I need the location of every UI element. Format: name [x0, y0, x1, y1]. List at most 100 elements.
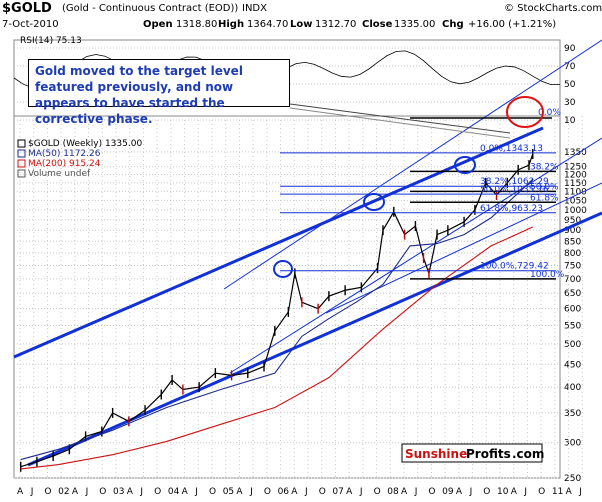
chg-label: Chg: [442, 19, 464, 30]
x-tick-label: O: [483, 487, 490, 497]
legend-swatch: [17, 159, 26, 168]
x-tick-label: J: [249, 487, 253, 497]
x-tick-label: A: [401, 487, 408, 497]
x-tick-label: J: [194, 487, 198, 497]
lower-trendline: [27, 211, 602, 467]
x-tick-label: O: [374, 487, 381, 497]
x-tick-label: J: [30, 487, 34, 497]
open-label: Open: [143, 19, 173, 30]
price-tick-label: 1050: [564, 196, 587, 206]
price-tick-label: 400: [564, 383, 581, 393]
chart-exchange: INDX: [242, 3, 267, 14]
x-tick-label: 02: [58, 487, 69, 497]
price-tick-label: 1250: [564, 163, 587, 173]
ma50-line: [20, 178, 534, 461]
x-tick-label: 10: [497, 487, 509, 497]
chg-value: +16.00 (+1.21%): [468, 19, 557, 30]
pointer-line-2: [289, 107, 511, 139]
price-tick-label: 500: [564, 340, 581, 350]
low-label: Low: [290, 19, 313, 30]
fib-label: 50.0%: [530, 182, 559, 192]
price-tick-label: 1350: [564, 148, 587, 158]
watermark-box: [401, 443, 543, 463]
price-tick-label: 1200: [564, 171, 587, 181]
x-tick-label: A: [17, 487, 24, 497]
x-tick-label: O: [99, 487, 106, 497]
price-tick-label: 850: [564, 237, 581, 247]
price-tick-label: 650: [564, 289, 581, 299]
red-circle-target: [506, 96, 544, 128]
price-tick-label: 1100: [564, 187, 587, 197]
x-tick-label: 11: [552, 487, 563, 497]
price-tick-label: 550: [564, 321, 581, 331]
legend-entry: MA(50) 1172.26: [28, 149, 101, 159]
x-tick-label: A: [456, 487, 463, 497]
chart-description: (Gold - Continuous Contract (EOD)): [62, 3, 239, 14]
x-tick-label: J: [139, 487, 143, 497]
x-tick-label: O: [154, 487, 161, 497]
rsi-tick-label: 50: [564, 80, 576, 90]
chart-symbol: $GOLD: [2, 1, 52, 16]
x-tick-label: O: [44, 487, 51, 497]
rsi-tick-label: 10: [564, 116, 576, 126]
x-tick-label: A: [182, 487, 189, 497]
fib-top-label: 0.0%: [538, 108, 561, 118]
price-tick-label: 350: [564, 409, 581, 419]
rsi-tick-label: 90: [564, 44, 576, 54]
blue-circle-2009: [454, 156, 476, 174]
fib-label: 61.8%,963.23: [480, 204, 543, 214]
price-tick-label: 950: [564, 216, 581, 226]
price-tick-label: 1150: [564, 179, 587, 189]
x-tick-label: A: [236, 487, 243, 497]
blue-circle-2008: [363, 193, 385, 211]
low-value: 1312.70: [315, 19, 357, 30]
price-series-line: [20, 153, 534, 468]
x-tick-label: A: [72, 487, 79, 497]
x-tick-label: 07: [332, 487, 343, 497]
rsi-tick-label: 70: [564, 62, 576, 72]
legend-entry: Volume undef: [28, 169, 91, 179]
pointer-line-1: [289, 103, 511, 134]
x-tick-label: 06: [278, 487, 290, 497]
x-tick-label: O: [538, 487, 545, 497]
x-tick-label: 04: [168, 487, 180, 497]
watermark-text-3: .com: [512, 447, 544, 461]
chart-header: $GOLD (Gold - Continuous Contract (EOD))…: [0, 0, 602, 40]
x-tick-label: J: [414, 487, 418, 497]
x-tick-label: O: [264, 487, 271, 497]
x-tick-label: O: [428, 487, 435, 497]
legend-swatch: [17, 149, 26, 158]
high-label: High: [218, 19, 245, 30]
price-tick-label: 300: [564, 439, 581, 449]
x-tick-label: J: [523, 487, 527, 497]
price-tick-label: 450: [564, 360, 581, 370]
legend-swatch: [17, 139, 26, 148]
x-tick-label: 05: [223, 487, 234, 497]
x-tick-label: 03: [113, 487, 124, 497]
legend-swatch: [17, 169, 26, 178]
rsi-label: RSI(14) 75.13: [20, 36, 82, 46]
fib-label: 61.8%: [530, 193, 559, 203]
price-tick-label: 700: [564, 275, 581, 285]
plot-area: [13, 39, 561, 479]
x-tick-label: 08: [387, 487, 399, 497]
fib-label: 100.0%: [530, 270, 565, 280]
blue-circle-2006: [273, 260, 293, 278]
x-tick-label: J: [578, 487, 582, 497]
x-tick-label: A: [127, 487, 134, 497]
x-tick-label: J: [304, 487, 308, 497]
channel-line-mid: [229, 137, 602, 374]
price-tick-label: 1000: [564, 206, 587, 216]
x-tick-label: A: [566, 487, 573, 497]
watermark-text-2: Profits: [466, 447, 511, 461]
x-tick-label: A: [511, 487, 518, 497]
x-tick-label: O: [209, 487, 216, 497]
watermark-text-1: Sunshine: [405, 447, 467, 461]
legend-entry: MA(200) 915.24: [28, 159, 101, 169]
channel-line-upper: [223, 39, 602, 290]
open-value: 1318.80: [176, 19, 218, 30]
price-tick-label: 600: [564, 305, 581, 315]
legend-entry: $GOLD (Weekly) 1335.00: [28, 139, 142, 149]
price-tick-label: 800: [564, 249, 581, 259]
